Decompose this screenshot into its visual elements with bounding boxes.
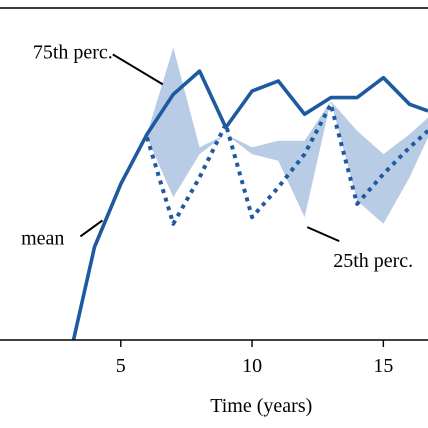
x-tick-label-5: 5 <box>116 355 126 377</box>
x-axis-title: Time (years) <box>210 395 312 417</box>
axes <box>0 7 428 341</box>
series-line-layer <box>71 69 428 341</box>
x-tick-label-15: 15 <box>373 355 393 377</box>
annotation-leader-0 <box>112 53 164 86</box>
percentile-band <box>147 47 428 224</box>
annotation-label-0: 75th perc. <box>33 41 113 63</box>
annotation-label-1: mean <box>21 227 64 249</box>
series-line-25th-perc <box>145 102 428 226</box>
annotation-label-2: 25th perc. <box>333 250 413 272</box>
series-line-mean <box>71 69 428 341</box>
annotations: 75th perc. mean 25th perc. <box>21 41 413 272</box>
annotation-leader-1 <box>79 219 103 238</box>
percentile-band-layer <box>147 47 428 224</box>
x-ticks: 5 10 15 <box>116 340 393 377</box>
x-tick-label-10: 10 <box>242 355 262 377</box>
annotation-leader-2 <box>306 226 340 243</box>
